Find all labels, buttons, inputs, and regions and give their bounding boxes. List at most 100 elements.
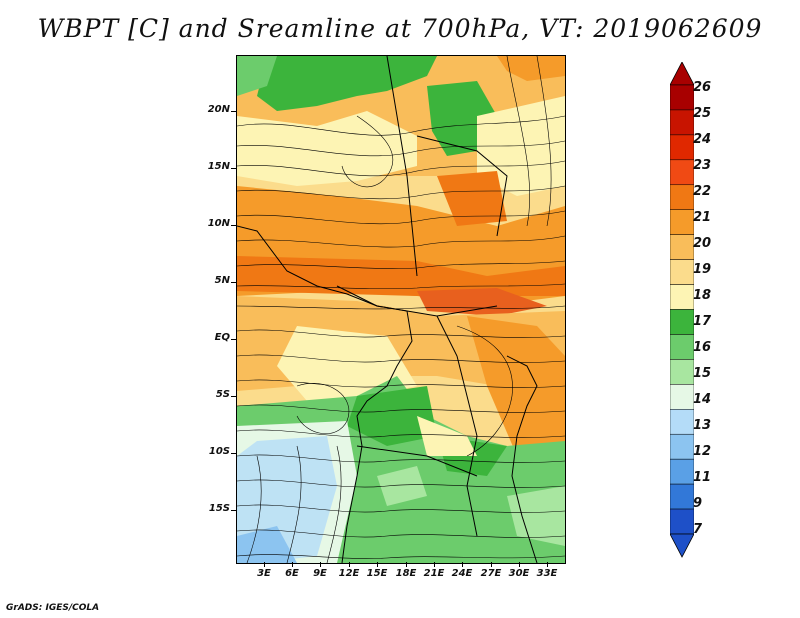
green-patch-nw	[237, 56, 277, 96]
orange-core-north	[437, 171, 507, 226]
colorbar-segment	[670, 109, 694, 136]
light-green-south	[377, 466, 427, 506]
lon-label-21e: 21E	[423, 568, 445, 579]
lon-label-30e: 30E	[508, 568, 530, 579]
yellow-band-north	[237, 111, 417, 186]
border-4	[436, 315, 478, 537]
lat-tick	[231, 111, 236, 112]
colorbar-label: 11	[693, 470, 712, 485]
lon-label-3e: 3E	[257, 568, 271, 579]
colorbar-label: 21	[693, 210, 712, 225]
lat-tick	[231, 453, 236, 454]
lat-label-10n: 10N	[207, 218, 230, 229]
colorbar-label: 14	[693, 392, 712, 407]
lake-region	[506, 355, 538, 563]
lat-label-15s: 15S	[208, 503, 230, 514]
border-3	[336, 285, 498, 317]
lon-tick	[377, 562, 378, 567]
lat-tick	[231, 225, 236, 226]
lat-tick	[231, 510, 236, 511]
coastlines	[237, 56, 538, 563]
colorbar-label: 13	[693, 418, 712, 433]
colorbar-segment	[670, 334, 694, 360]
lon-label-12e: 12E	[338, 568, 360, 579]
lon-label-18e: 18E	[395, 568, 417, 579]
map-title: WBPT [C] and Sreamline at 700hPa, VT: 20…	[37, 14, 763, 43]
lat-label-10s: 10S	[208, 446, 230, 457]
colorbar-segment	[670, 134, 694, 161]
west-coast	[237, 225, 413, 563]
colorbar-label: 26	[693, 80, 712, 95]
lon-tick	[519, 562, 520, 567]
lon-label-24e: 24E	[451, 568, 473, 579]
lon-tick	[491, 562, 492, 567]
colorbar-label: 15	[693, 366, 712, 381]
colorbar-label: 12	[693, 444, 712, 459]
lat-label-eq: EQ	[214, 332, 230, 343]
colorbar-segment	[670, 234, 694, 260]
green-patch-north	[257, 56, 437, 111]
colorbar-segments	[670, 84, 694, 535]
colorbar	[670, 62, 694, 558]
colorbar-label: 18	[693, 288, 712, 303]
light-green-se	[507, 486, 565, 546]
colorbar-segment	[670, 433, 694, 460]
colorbar-segment	[670, 508, 694, 535]
border-1	[386, 56, 418, 277]
orange-patch-ne	[497, 56, 565, 81]
lat-label-5n: 5N	[214, 275, 230, 286]
border-5	[356, 445, 478, 477]
colorbar-label: 20	[693, 236, 712, 251]
orange-core-east	[417, 288, 547, 316]
colorbar-segment	[670, 359, 694, 385]
lat-tick	[231, 396, 236, 397]
lon-tick	[349, 562, 350, 567]
colorbar-label: 24	[693, 132, 712, 147]
lat-tick	[231, 339, 236, 340]
lon-label-33e: 33E	[536, 568, 558, 579]
lon-tick	[320, 562, 321, 567]
lon-tick	[434, 562, 435, 567]
colorbar-segment	[670, 384, 694, 410]
colorbar-label: 9	[693, 496, 703, 511]
lon-tick	[462, 562, 463, 567]
colorbar-segment	[670, 409, 694, 435]
colorbar-segment	[670, 309, 694, 335]
yellow-band-ne	[477, 96, 565, 196]
lon-label-9e: 9E	[313, 568, 327, 579]
colorbar-top-arrow	[670, 62, 694, 86]
lon-tick	[406, 562, 407, 567]
colorbar-segment	[670, 259, 694, 285]
credit-text: GrADS: IGES/COLA	[6, 603, 100, 613]
lat-label-20n: 20N	[207, 104, 230, 115]
lon-label-15e: 15E	[366, 568, 388, 579]
colorbar-segment	[670, 284, 694, 310]
colorbar-bottom-arrow	[670, 533, 694, 558]
streamlines	[237, 56, 565, 563]
lon-label-27e: 27E	[480, 568, 502, 579]
border-2	[416, 135, 508, 237]
yellow-south	[417, 416, 477, 456]
colorbar-segment	[670, 84, 694, 111]
colorbar-label: 19	[693, 262, 712, 277]
yellow-equator	[277, 326, 417, 401]
colorbar-label: 16	[693, 340, 712, 355]
colorbar-label: 23	[693, 158, 712, 173]
colorbar-segment	[670, 159, 694, 186]
lon-tick	[264, 562, 265, 567]
colorbar-label: 25	[693, 106, 712, 121]
wbpt-field	[237, 56, 565, 563]
colorbar-segment	[670, 184, 694, 210]
colorbar-label: 22	[693, 184, 712, 199]
green-south-dark	[347, 386, 437, 446]
lat-label-5s: 5S	[215, 389, 230, 400]
orange-east	[467, 316, 565, 456]
map-panel	[236, 55, 566, 564]
colorbar-segment	[670, 483, 694, 510]
lon-tick	[547, 562, 548, 567]
colorbar-segment	[670, 209, 694, 235]
lon-label-6e: 6E	[285, 568, 299, 579]
colorbar-label: 7	[693, 522, 703, 537]
lon-tick	[292, 562, 293, 567]
blue-corner	[237, 526, 297, 563]
